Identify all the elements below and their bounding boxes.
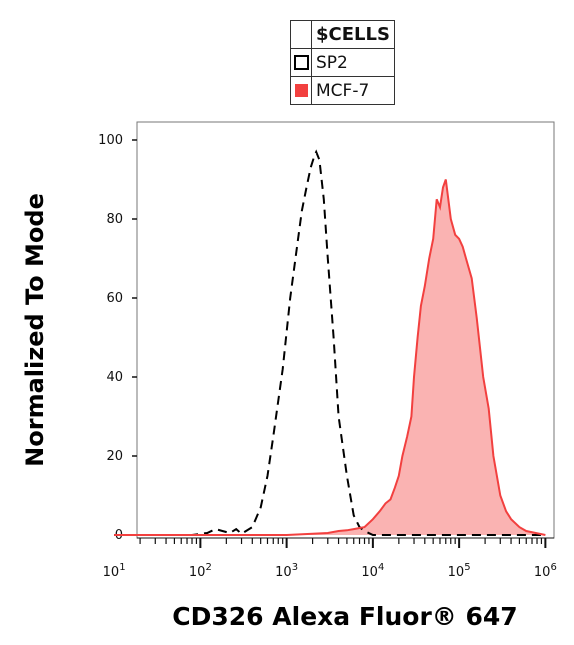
- y-tick-label: 100: [98, 133, 123, 148]
- x-tick-label: 105: [448, 562, 471, 580]
- legend-swatch-sp2: [290, 48, 312, 77]
- x-tick-label: 106: [534, 562, 557, 580]
- legend-label-mcf7: MCF-7: [311, 76, 395, 105]
- y-tick-label: 60: [106, 291, 123, 306]
- x-tick-label: 104: [361, 562, 384, 580]
- mcf7-fill: [114, 179, 546, 535]
- y-tick-label: 80: [106, 212, 123, 227]
- legend-swatch-mcf7: [290, 76, 312, 105]
- x-axis-label: CD326 Alexa Fluor® 647: [172, 602, 517, 631]
- y-tick-label: 40: [106, 370, 123, 385]
- x-tick-label: 103: [275, 562, 298, 580]
- legend-label-sp2: SP2: [311, 48, 395, 77]
- legend-header: $CELLS: [311, 20, 395, 49]
- y-axis-label: Normalized To Mode: [21, 193, 49, 467]
- sp2-dashed-line: [114, 149, 546, 536]
- y-tick-label: 20: [106, 449, 123, 464]
- data-series: [114, 149, 546, 536]
- x-tick-label: 101: [103, 562, 126, 580]
- x-tick-label: 102: [189, 562, 212, 580]
- legend: $CELLS SP2 MCF-7: [290, 20, 395, 105]
- mcf7-outline: [114, 179, 546, 536]
